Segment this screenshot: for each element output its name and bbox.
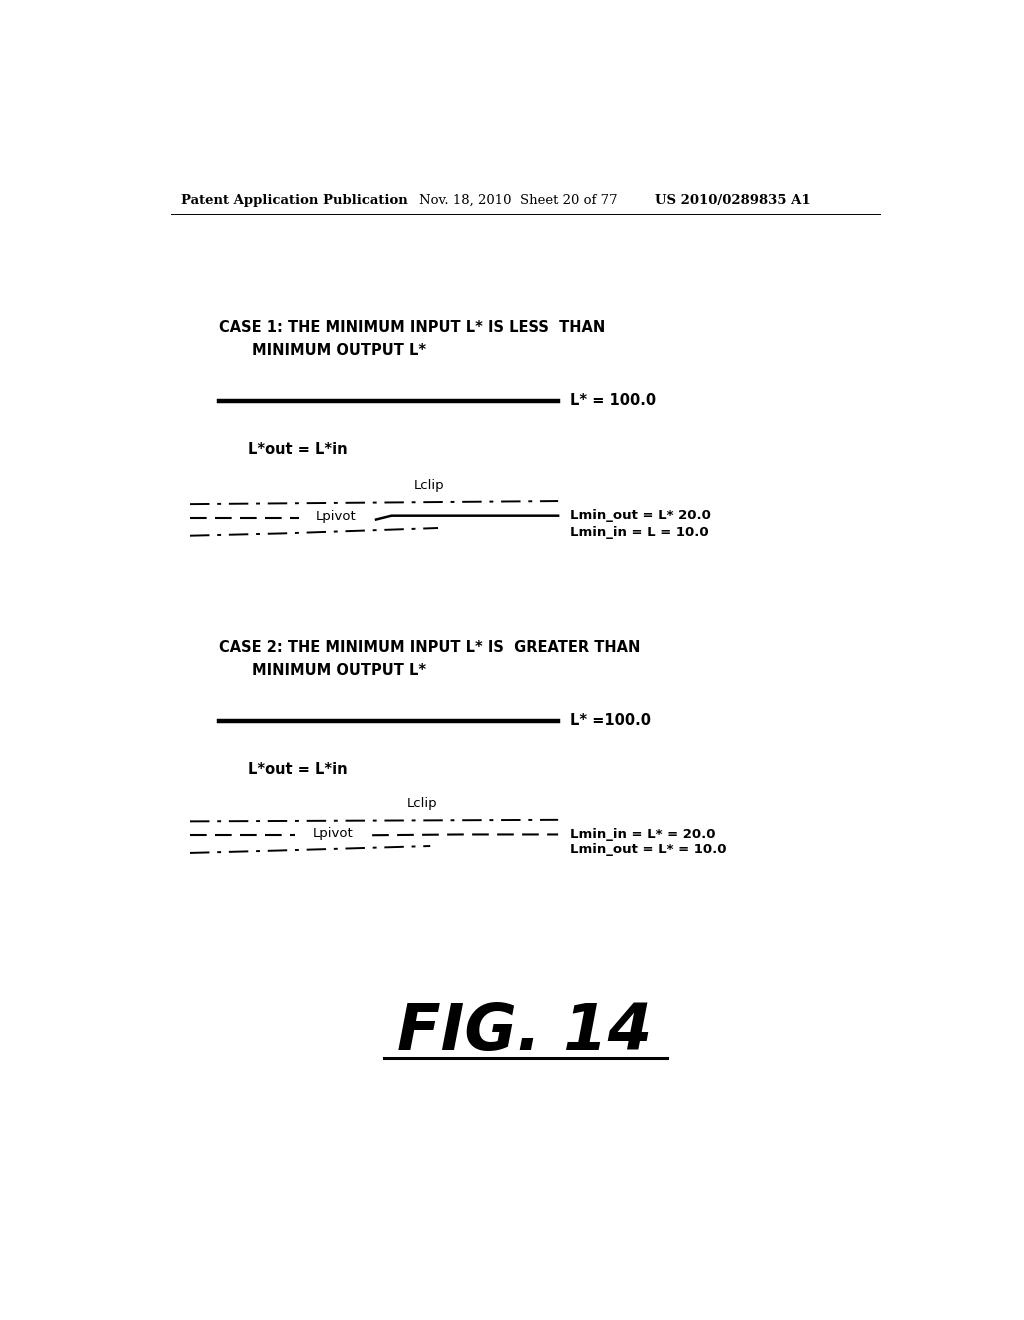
Text: Nov. 18, 2010  Sheet 20 of 77: Nov. 18, 2010 Sheet 20 of 77	[419, 194, 617, 207]
Text: CASE 2: THE MINIMUM INPUT L* IS  GREATER THAN: CASE 2: THE MINIMUM INPUT L* IS GREATER …	[219, 640, 641, 655]
Text: Lpivot: Lpivot	[315, 510, 356, 523]
Text: Patent Application Publication: Patent Application Publication	[180, 194, 408, 207]
Text: MINIMUM OUTPUT L*: MINIMUM OUTPUT L*	[252, 663, 426, 678]
Text: US 2010/0289835 A1: US 2010/0289835 A1	[655, 194, 811, 207]
Text: L* =100.0: L* =100.0	[569, 713, 650, 729]
Text: MINIMUM OUTPUT L*: MINIMUM OUTPUT L*	[252, 343, 426, 359]
Text: Lpivot: Lpivot	[313, 828, 353, 841]
Text: L*out = L*in: L*out = L*in	[248, 762, 348, 776]
Text: CASE 1: THE MINIMUM INPUT L* IS LESS  THAN: CASE 1: THE MINIMUM INPUT L* IS LESS THA…	[219, 321, 606, 335]
Text: Lclip: Lclip	[408, 797, 438, 810]
Text: Lmin_out = L* = 10.0: Lmin_out = L* = 10.0	[569, 842, 726, 855]
Text: L* = 100.0: L* = 100.0	[569, 393, 656, 408]
Text: Lclip: Lclip	[414, 479, 444, 492]
Text: Lmin_out = L* 20.0: Lmin_out = L* 20.0	[569, 510, 711, 523]
Text: Lmin_in = L = 10.0: Lmin_in = L = 10.0	[569, 527, 709, 539]
Text: FIG. 14: FIG. 14	[397, 1002, 652, 1064]
Text: Lmin_in = L* = 20.0: Lmin_in = L* = 20.0	[569, 828, 715, 841]
Text: L*out = L*in: L*out = L*in	[248, 442, 348, 457]
